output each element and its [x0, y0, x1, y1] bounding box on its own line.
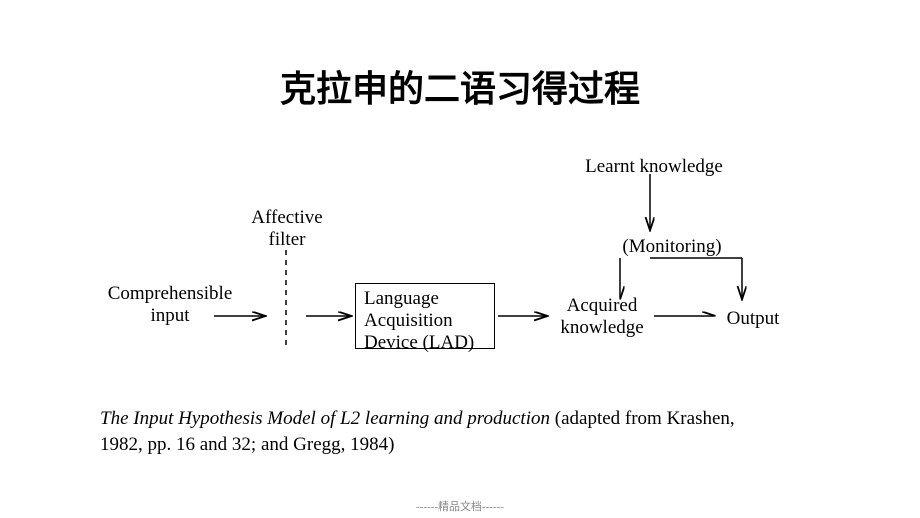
node-lad-box: Language Acquisition Device (LAD) [355, 283, 495, 349]
node-monitoring: (Monitoring) [612, 236, 732, 258]
node-comprehensible-input: Comprehensible input [100, 283, 240, 327]
page-title: 克拉申的二语习得过程 [0, 60, 920, 112]
node-affective-filter: Affective filter [242, 207, 332, 251]
figure-caption: The Input Hypothesis Model of L2 learnin… [100, 406, 780, 457]
node-learnt-knowledge: Learnt knowledge [574, 156, 734, 178]
node-output: Output [718, 308, 788, 330]
caption-italic: The Input Hypothesis Model of L2 learnin… [100, 408, 550, 429]
footer-text: ------精品文档------ [0, 498, 920, 514]
node-acquired-knowledge: Acquired knowledge [547, 295, 657, 339]
